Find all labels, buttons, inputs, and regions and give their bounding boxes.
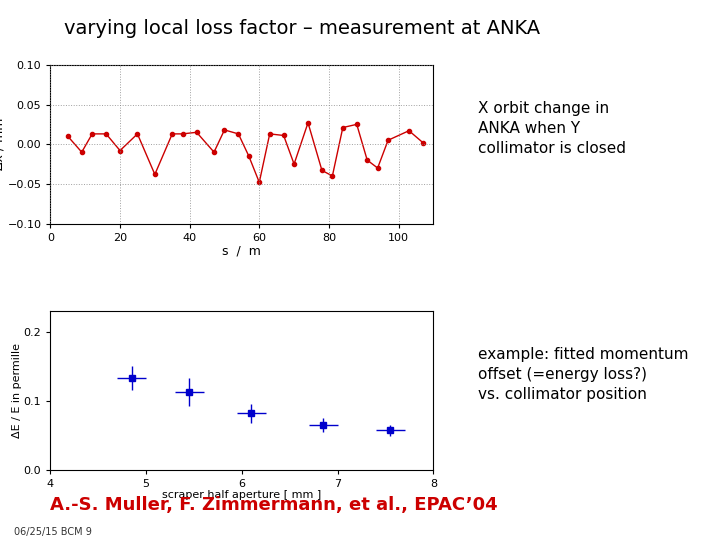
Y-axis label: ΔE / E in permille: ΔE / E in permille	[12, 343, 22, 438]
Text: X orbit change in
ANKA when Y
collimator is closed: X orbit change in ANKA when Y collimator…	[478, 101, 626, 156]
Text: varying local loss factor – measurement at ANKA: varying local loss factor – measurement …	[64, 19, 541, 38]
X-axis label: scraper half aperture [ mm ]: scraper half aperture [ mm ]	[162, 490, 322, 500]
Text: 06/25/15 BCM 9: 06/25/15 BCM 9	[14, 526, 92, 537]
Text: A.-S. Muller, F. Zimmermann, et al., EPAC’04: A.-S. Muller, F. Zimmermann, et al., EPA…	[50, 496, 498, 514]
Y-axis label: Δx / mm: Δx / mm	[0, 118, 6, 171]
X-axis label: s  /  m: s / m	[222, 244, 261, 257]
Text: example: fitted momentum
offset (=energy loss?)
vs. collimator position: example: fitted momentum offset (=energy…	[478, 347, 689, 402]
